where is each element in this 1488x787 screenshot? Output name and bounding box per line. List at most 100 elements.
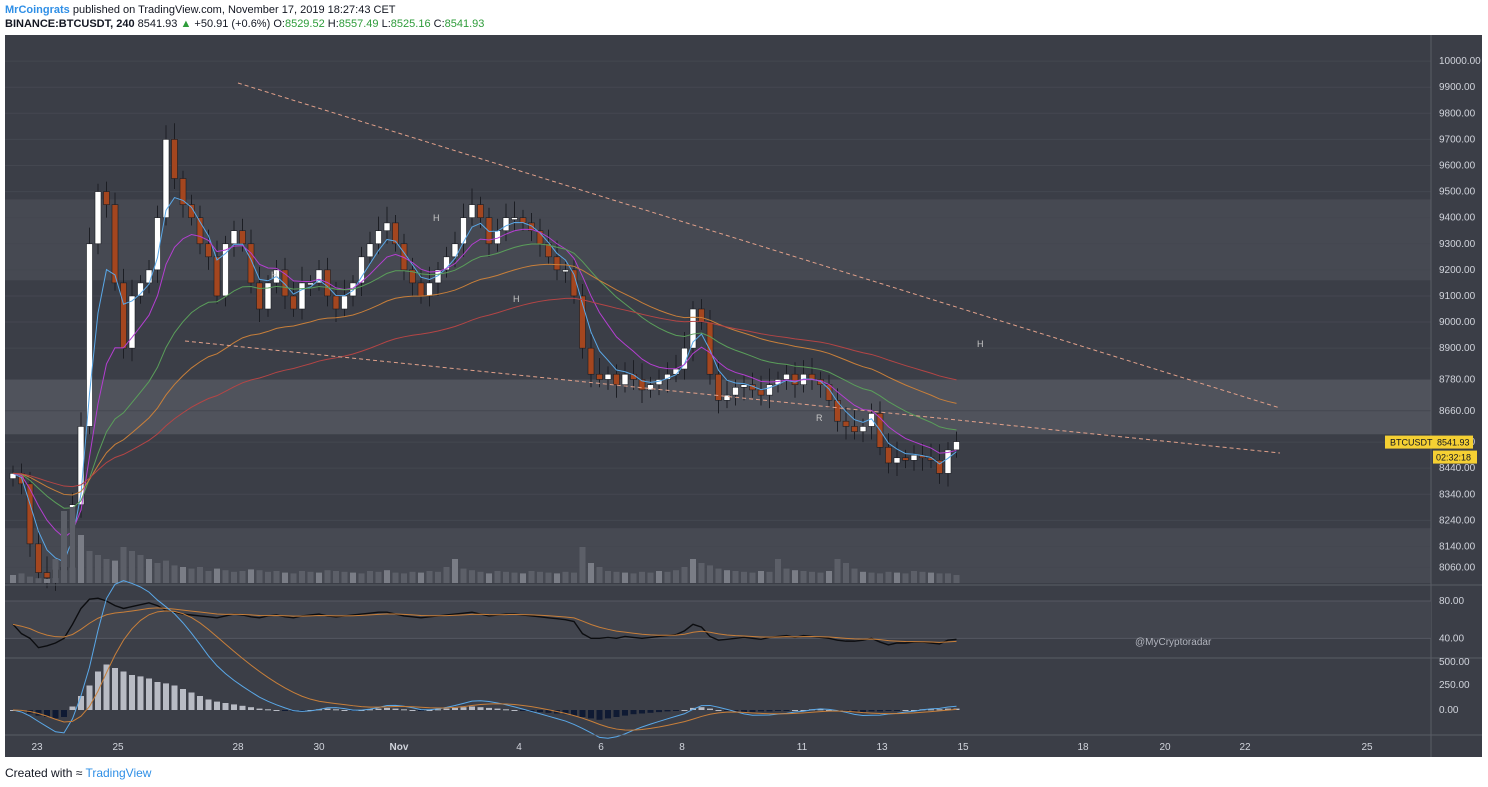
candle-body <box>103 191 110 205</box>
macd-bar <box>146 678 152 710</box>
chart-svg[interactable]: 10000.00 9900.00 9800.00 9700.00 9600.00 9500… <box>5 35 1482 757</box>
footer: Created with ≈ TradingView <box>5 766 151 780</box>
candle-body <box>128 295 136 349</box>
volume-bar <box>341 571 348 583</box>
macd-bar <box>537 710 543 713</box>
watermark-text: @MyCryptoradar <box>1135 637 1212 648</box>
x-tick-label: 15 <box>957 742 969 753</box>
candle-body <box>120 282 127 349</box>
author-link[interactable]: MrCoingrats <box>5 4 70 16</box>
volume-bar <box>919 571 926 583</box>
candle-body <box>502 217 510 232</box>
volume-bar <box>205 571 212 583</box>
macd-bar <box>877 710 883 712</box>
candle-body <box>86 243 93 427</box>
lower-trendline <box>184 340 1281 454</box>
y-tick-label: 8780.00 <box>1439 374 1476 385</box>
x-tick-label: 18 <box>1077 742 1089 753</box>
candle-body <box>417 282 425 297</box>
volume-bar <box>613 571 620 583</box>
macd-bar <box>78 696 84 710</box>
volume-bar <box>392 572 399 583</box>
volume-bar <box>163 560 169 583</box>
macd-bar <box>129 675 135 710</box>
macd-bar <box>741 710 747 713</box>
candle-body <box>239 230 246 245</box>
macd-bar <box>715 710 722 711</box>
x-tick-label: 30 <box>313 742 325 753</box>
macd-bar <box>656 710 662 713</box>
candle-body <box>35 543 42 573</box>
volume-bar <box>851 568 858 583</box>
macd-bar <box>222 703 229 710</box>
macd-bar <box>333 709 339 711</box>
volume-bar <box>911 571 917 583</box>
candle-body <box>307 282 314 286</box>
macd-bar <box>826 710 832 711</box>
candle-body <box>298 282 306 310</box>
volume-bar <box>350 572 356 583</box>
ema-200-line <box>12 297 957 488</box>
publish-line: MrCoingrats published on TradingView.com… <box>5 3 1483 17</box>
macd-bar <box>953 708 960 710</box>
volume-bar <box>639 571 645 583</box>
volume-bar <box>520 573 526 583</box>
macd-bar <box>894 710 900 711</box>
candle-body <box>613 373 620 385</box>
macd-bar <box>766 710 773 712</box>
candle-body <box>604 373 612 380</box>
volume-bar <box>137 555 144 583</box>
macd-bar <box>460 707 467 710</box>
candle-body <box>706 321 714 375</box>
candle-body <box>383 222 391 232</box>
volume-bar <box>579 547 586 583</box>
volume-bar <box>171 565 178 583</box>
macd-bar <box>639 710 645 714</box>
x-tick-label: 11 <box>797 742 808 753</box>
chart-area[interactable]: 10000.00 9900.00 9800.00 9700.00 9600.00 9500… <box>5 35 1482 757</box>
y-tick-label: 9000.00 <box>1439 317 1476 328</box>
macd-bar <box>613 710 620 717</box>
volume-bar <box>27 576 33 583</box>
macd-bar <box>452 707 458 710</box>
volume-bar <box>571 572 577 583</box>
macd-bar <box>248 707 254 710</box>
macd-bar <box>851 710 858 713</box>
volume-bar <box>605 571 611 583</box>
candle-body <box>341 295 348 310</box>
up-arrow-icon: ▲ <box>180 18 192 30</box>
candle-body <box>196 217 204 245</box>
volume-bar <box>537 571 543 583</box>
macd-bar <box>588 710 594 719</box>
candle-body <box>732 386 739 396</box>
macd-bar <box>409 710 416 711</box>
volume-bar <box>95 555 101 583</box>
candle-body <box>562 269 569 273</box>
candle-body <box>315 269 323 284</box>
volume-bar <box>86 551 93 583</box>
macd-bar <box>426 710 433 711</box>
candle-body <box>222 243 229 297</box>
macd-bar <box>749 710 756 713</box>
rsi-tick-label: 40.00 <box>1439 633 1464 644</box>
macd-bar <box>469 706 475 710</box>
macd-bar <box>936 709 943 711</box>
volume-bar <box>265 571 271 583</box>
macd-bar <box>341 710 348 711</box>
volume-bar <box>154 563 161 583</box>
volume-bar <box>299 571 305 583</box>
x-tick-label: 8 <box>679 742 685 753</box>
macd-bar <box>154 682 161 710</box>
macd-bar <box>103 664 110 710</box>
volume-bar <box>817 572 824 583</box>
candle-body <box>247 243 255 284</box>
volume-bar <box>792 570 798 583</box>
macd-bar <box>681 710 688 711</box>
y-tick-label: 9700.00 <box>1439 134 1476 145</box>
volume-bar <box>528 571 535 583</box>
volume-bar <box>783 568 790 583</box>
candle-body <box>528 222 535 232</box>
macd-bar <box>843 710 849 712</box>
tradingview-link[interactable]: TradingView <box>85 766 152 780</box>
macd-bar <box>622 710 628 716</box>
